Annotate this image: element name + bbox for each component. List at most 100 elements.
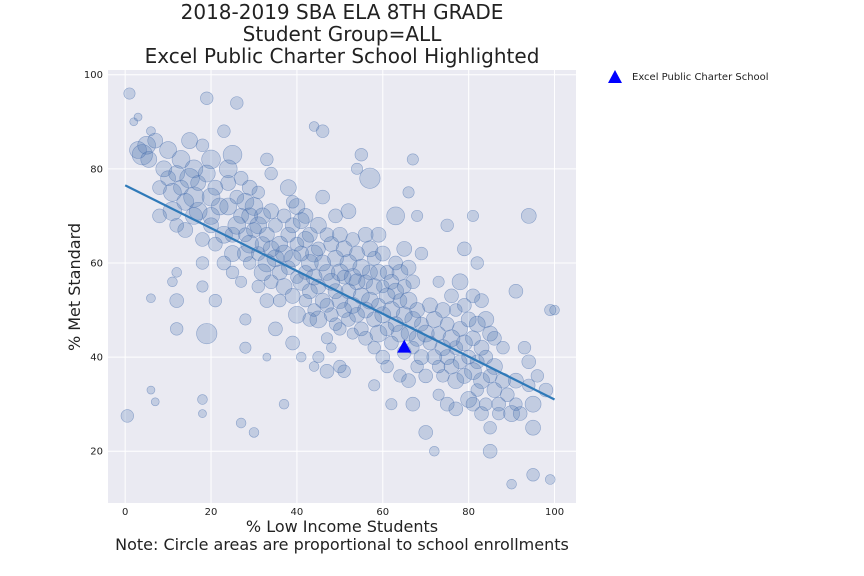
school-bubble (264, 166, 278, 181)
school-bubble (297, 208, 314, 224)
school-bubble (177, 222, 194, 238)
school-bubble (285, 335, 300, 351)
school-bubble (429, 446, 440, 457)
legend-triangle-marker (608, 70, 622, 83)
school-bubble (395, 306, 413, 324)
x-axis-title: % Low Income Students (246, 517, 438, 536)
school-bubble (200, 91, 214, 105)
school-bubble (460, 311, 477, 328)
school-bubble (284, 288, 301, 304)
school-bubble (418, 368, 433, 384)
school-bubble (170, 322, 184, 336)
school-bubble (284, 217, 301, 234)
school-bubble (123, 87, 136, 100)
school-bubble (273, 293, 287, 308)
school-bubble (379, 265, 395, 280)
school-bubble (391, 324, 409, 343)
school-bubble (222, 145, 243, 165)
school-bubble (464, 362, 482, 381)
school-bubble (400, 259, 417, 276)
school-bubble (328, 208, 343, 224)
school-bubble (208, 236, 223, 252)
school-bubble (171, 267, 182, 278)
school-bubble (173, 179, 189, 196)
title-line-2: Student Group=ALL (243, 22, 443, 46)
school-bubble (465, 288, 481, 304)
school-bubble (169, 218, 184, 233)
school-bubble (503, 405, 520, 422)
school-bubble (379, 321, 395, 337)
school-bubble (207, 179, 224, 196)
school-bubble (146, 293, 156, 304)
school-bubble (482, 444, 498, 459)
school-bubble (396, 241, 413, 257)
x-tick-label: 0 (122, 507, 128, 518)
school-bubble (406, 153, 419, 166)
trend-line-group (124, 184, 556, 401)
school-bubble (169, 293, 184, 308)
school-bubble (238, 227, 253, 242)
x-axis-ticks: 0 20 40 60 80 100 (122, 507, 564, 518)
school-bubble (345, 232, 360, 247)
school-bubble (198, 409, 207, 418)
school-bubble (196, 280, 209, 293)
school-bubble (288, 198, 306, 215)
school-bubble (150, 397, 160, 407)
school-bubble (341, 312, 356, 327)
school-bubble (260, 152, 274, 167)
school-bubble (426, 349, 443, 365)
school-bubble (235, 417, 247, 429)
school-bubble (220, 175, 237, 191)
school-bubble (439, 396, 455, 412)
school-bubble (525, 419, 541, 436)
school-bubble (239, 341, 252, 354)
legend: Excel Public Charter School (608, 70, 769, 83)
school-bubble (276, 208, 292, 224)
school-bubble (241, 179, 258, 196)
school-bubble (349, 306, 365, 323)
school-bubble (197, 394, 208, 405)
school-bubble (369, 324, 388, 343)
school-bubble (197, 164, 216, 183)
school-bubble (340, 203, 357, 219)
school-bubble (524, 395, 542, 413)
school-bubble (387, 282, 404, 300)
school-bubble (491, 396, 506, 412)
school-bubble (315, 189, 330, 205)
school-bubble (411, 209, 424, 222)
school-bubble (271, 235, 289, 253)
school-bubble (319, 227, 335, 242)
school-bubble (466, 209, 479, 222)
school-bubble (465, 396, 481, 412)
school-bubble (506, 478, 517, 490)
school-bubble (483, 421, 497, 435)
school-bubble (384, 335, 399, 351)
school-bubble (368, 379, 381, 392)
school-bubble (314, 292, 331, 309)
school-bubble (280, 226, 297, 243)
school-bubble (311, 241, 326, 257)
school-bubble (432, 388, 445, 401)
school-bubble (292, 212, 310, 229)
school-bubble (318, 264, 336, 281)
school-bubble (473, 372, 490, 389)
school-bubble (289, 236, 305, 252)
y-tick-label: 20 (90, 447, 103, 458)
school-bubble (346, 327, 359, 340)
school-bubble (439, 316, 455, 332)
school-bubble (229, 189, 245, 205)
school-bubble (268, 218, 283, 233)
school-bubble (263, 203, 279, 219)
school-bubble (262, 240, 280, 258)
school-bubble (208, 293, 222, 308)
school-bubble (308, 361, 320, 372)
school-bubble (120, 409, 134, 423)
highlight-group (397, 339, 412, 353)
school-bubble (361, 240, 379, 258)
x-tick-label: 60 (376, 507, 389, 518)
x-tick-label: 100 (545, 507, 564, 518)
school-bubble (508, 283, 524, 299)
school-bubble (302, 226, 318, 243)
x-tick-label: 20 (205, 507, 218, 518)
